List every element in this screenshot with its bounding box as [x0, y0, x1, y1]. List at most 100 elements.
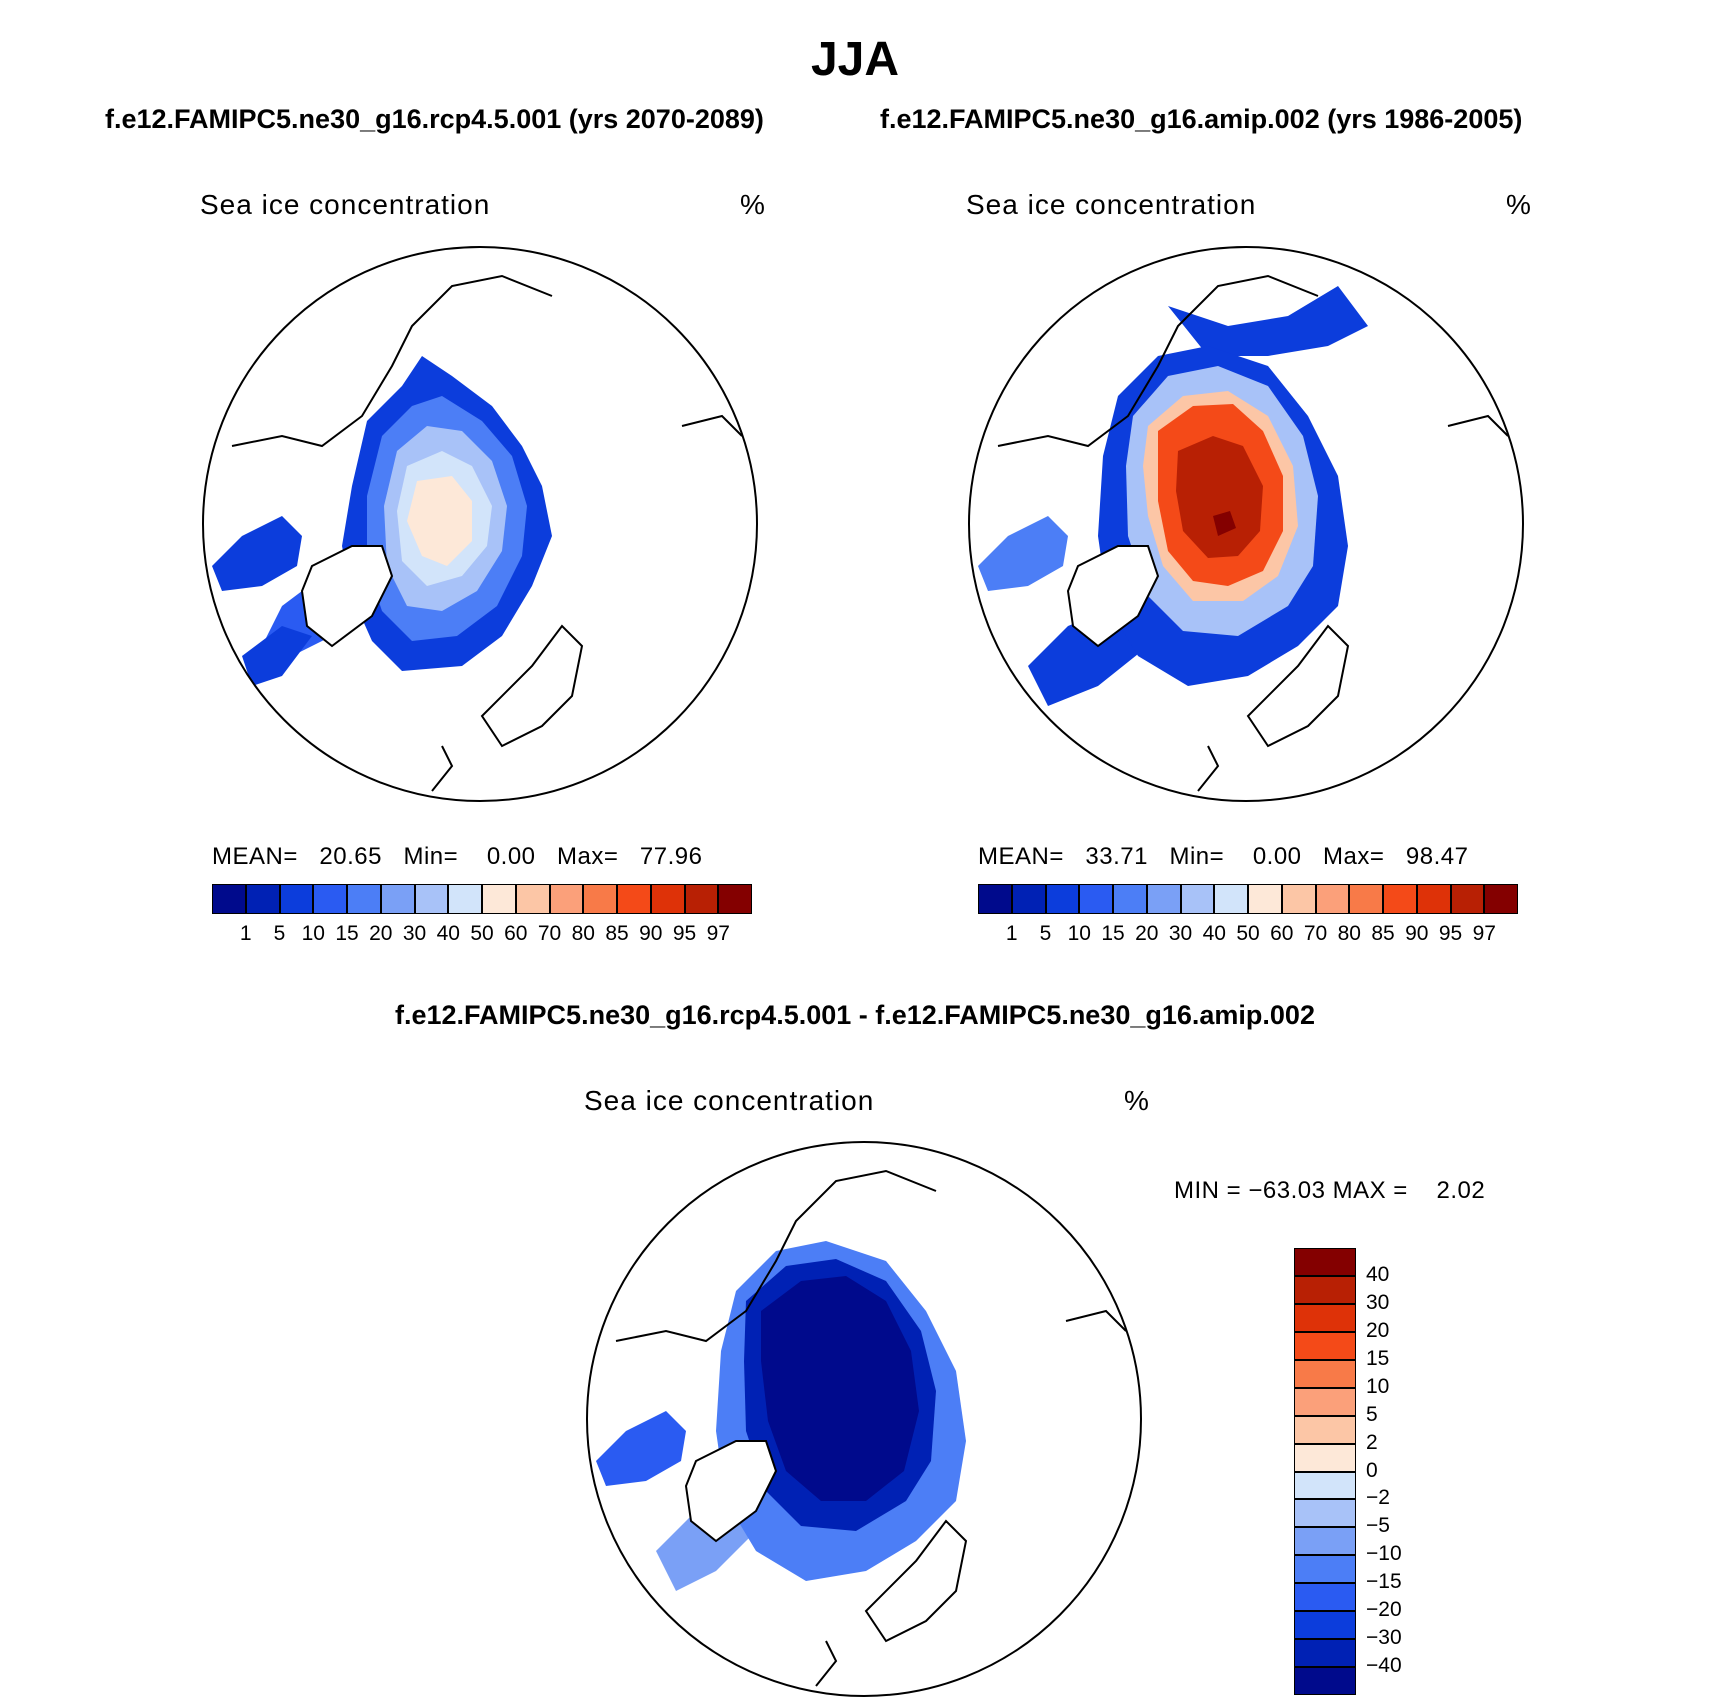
- left-hudson-ice: [212, 516, 302, 591]
- diff-colorbar-swatch: [1294, 1443, 1356, 1472]
- diff-colorbar-tick-label: 15: [1366, 1346, 1390, 1370]
- right-colorbar-tick-label: 30: [1168, 922, 1193, 945]
- left-colorbar-tick-label: 70: [537, 922, 562, 945]
- right-colorbar-swatch: [1214, 884, 1248, 914]
- left-colorbar-tick-label: 80: [571, 922, 595, 945]
- right-colorbar-tick-label: 15: [1101, 922, 1125, 945]
- right-mean-value: 33.71: [1085, 843, 1148, 870]
- right-colorbar-swatch: [1011, 884, 1046, 914]
- right-scandinavia: [1246, 624, 1350, 748]
- right-colorbar-swatch: [1416, 884, 1451, 914]
- diff-max-label: MAX =: [1332, 1177, 1408, 1204]
- left-colorbar-tick-label: 85: [605, 922, 629, 945]
- diff-colorbar-tick-label: 5: [1366, 1402, 1378, 1426]
- diff-colorbar-swatch: [1294, 1667, 1356, 1695]
- right-colorbar-swatch: [1180, 884, 1215, 914]
- left-units-label: %: [740, 189, 766, 220]
- right-coastline-uk: [1197, 745, 1220, 792]
- left-mean-value: 20.65: [319, 843, 382, 870]
- left-colorbar-swatch: [684, 884, 719, 914]
- diff-colorbar-swatch: [1294, 1471, 1356, 1500]
- diff-min-value: −63.03: [1248, 1177, 1326, 1204]
- left-colorbar-tick-label: 30: [402, 922, 427, 945]
- right-colorbar-tick-label: 85: [1371, 922, 1395, 945]
- diff-coastline-east: [1065, 1309, 1127, 1332]
- diff-colorbar: [1294, 1248, 1356, 1695]
- diff-colorbar-tick-label: 20: [1366, 1318, 1390, 1342]
- diff-greenland: [684, 1440, 778, 1543]
- diff-colorbar-tick-label: −20: [1366, 1598, 1402, 1622]
- right-colorbar-tick-label: 97: [1472, 922, 1496, 945]
- left-colorbar-swatch: [279, 884, 314, 914]
- right-stats: MEAN= 33.71 Min= 0.00 Max= 98.47: [978, 843, 1468, 871]
- diff-colorbar-tick-label: −40: [1366, 1654, 1402, 1678]
- right-coastline-east: [1447, 414, 1509, 437]
- left-colorbar-swatch: [347, 884, 381, 914]
- left-ice-peach: [407, 476, 472, 566]
- left-colorbar-swatch: [482, 884, 516, 914]
- right-ice-red: [1176, 436, 1263, 558]
- right-colorbar-tick-label: 80: [1337, 922, 1361, 945]
- diff-coastline-uk: [815, 1640, 838, 1687]
- right-colorbar: [978, 884, 1518, 914]
- diff-case-title: f.e12.FAMIPC5.ne30_g16.rcp4.5.001 - f.e1…: [395, 1000, 1315, 1030]
- right-max-value: 98.47: [1405, 843, 1469, 870]
- diff-coastline-north: [615, 1169, 937, 1343]
- left-colorbar: [212, 884, 752, 914]
- right-colorbar-tick-label: 95: [1438, 922, 1463, 945]
- right-colorbar-labels: 1 5 10 15 20 30 40 50 60 70 80 85 90 95 97: [978, 922, 1518, 948]
- right-colorbar-tick-label: 40: [1202, 922, 1226, 945]
- left-stats: MEAN= 20.65 Min= 0.00 Max= 77.96: [212, 843, 702, 871]
- left-colorbar-tick-label: 97: [706, 922, 730, 945]
- left-colorbar-swatch: [414, 884, 449, 914]
- right-bering-ice: [1168, 286, 1368, 356]
- left-colorbar-swatch: [448, 884, 482, 914]
- left-colorbar-tick-label: 40: [436, 922, 460, 945]
- right-colorbar-tick-label: 5: [1039, 922, 1052, 945]
- diff-colorbar-swatch: [1294, 1499, 1356, 1528]
- diff-core: [761, 1276, 919, 1501]
- right-variable-label: Sea ice concentration: [966, 189, 1257, 220]
- right-colorbar-swatch: [1079, 884, 1113, 914]
- left-case-title: f.e12.FAMIPC5.ne30_g16.rcp4.5.001 (yrs 2…: [105, 104, 764, 134]
- right-colorbar-swatch: [1349, 884, 1383, 914]
- right-colorbar-swatch: [1146, 884, 1181, 914]
- right-colorbar-tick-label: 1: [1005, 922, 1018, 945]
- left-colorbar-swatch: [549, 884, 584, 914]
- right-colorbar-swatch: [1113, 884, 1147, 914]
- left-coastline-east: [681, 414, 743, 437]
- right-ice-max: [1213, 511, 1236, 536]
- right-colorbar-swatch: [1450, 884, 1485, 914]
- right-colorbar-tick-label: 90: [1405, 922, 1429, 945]
- left-colorbar-swatch: [650, 884, 685, 914]
- diff-colorbar-swatch: [1294, 1583, 1356, 1612]
- left-max-value: 77.96: [639, 843, 703, 870]
- right-greenland: [1066, 545, 1160, 648]
- left-variable-label: Sea ice concentration: [200, 189, 491, 220]
- diff-colorbar-tick-label: −15: [1366, 1570, 1402, 1594]
- diff-colorbar-swatch: [1294, 1387, 1356, 1416]
- diff-stats: MIN = −63.03 MAX = 2.02: [1174, 1177, 1485, 1205]
- diff-colorbar-tick-label: −5: [1366, 1514, 1390, 1538]
- left-colorbar-swatch: [245, 884, 280, 914]
- left-min-label: Min=: [403, 843, 459, 870]
- right-hudson-ice: [978, 516, 1068, 591]
- right-colorbar-tick-label: 70: [1303, 922, 1328, 945]
- diff-colorbar-tick-label: 0: [1366, 1458, 1378, 1482]
- right-colorbar-swatch: [1248, 884, 1282, 914]
- left-greenland: [300, 545, 394, 648]
- left-scandinavia: [480, 624, 584, 748]
- diff-max-value: 2.02: [1436, 1177, 1486, 1204]
- left-colorbar-labels: 1 5 10 15 20 30 40 50 60 70 80 85 90 95 97: [212, 922, 752, 948]
- right-map-border: [968, 246, 1524, 802]
- right-colorbar-swatch: [978, 884, 1012, 914]
- diff-colorbar-swatch: [1294, 1639, 1356, 1668]
- left-colorbar-tick-label: 60: [504, 922, 528, 945]
- right-min-value: 0.00: [1252, 843, 1302, 870]
- left-map-border: [202, 246, 758, 802]
- diff-colorbar-labels: 40 30 20 15 10 5 2 0 −2 −5 −10 −15 −20 −30 −40: [1366, 1248, 1446, 1695]
- diff-colorbar-tick-label: 30: [1366, 1290, 1390, 1314]
- diff-colorbar-swatch: [1294, 1275, 1356, 1304]
- left-colorbar-swatch: [212, 884, 246, 914]
- left-colorbar-swatch: [617, 884, 651, 914]
